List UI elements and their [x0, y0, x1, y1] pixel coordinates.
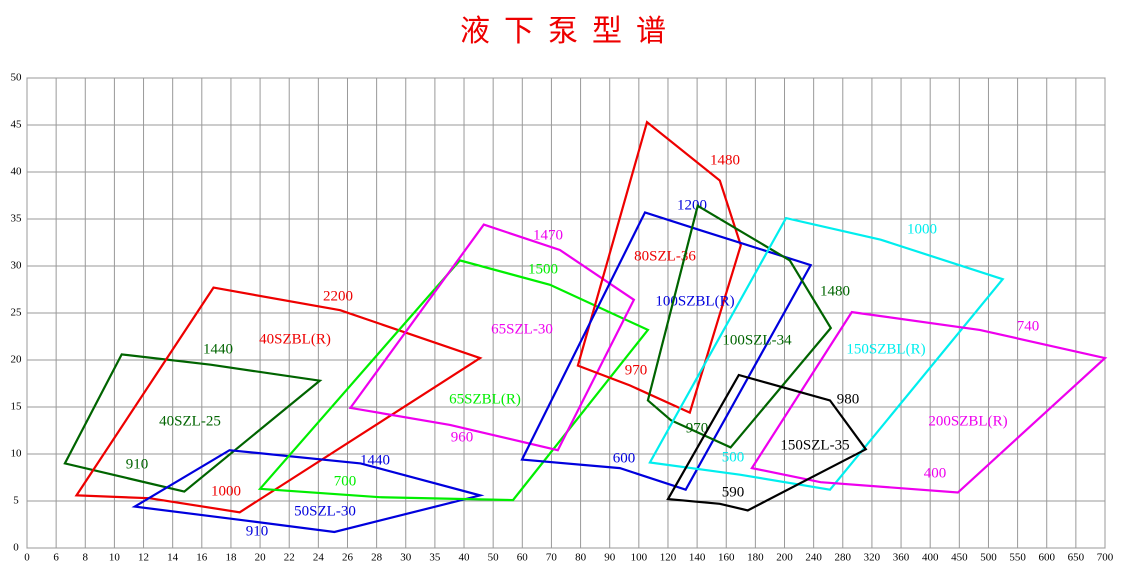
- model-label: 40SZBL(R): [259, 331, 331, 347]
- x-tick-label: 0: [24, 552, 30, 564]
- x-tick-label: 80: [575, 552, 587, 564]
- speed-label: 1500: [528, 261, 558, 277]
- speed-label: 740: [1017, 318, 1040, 334]
- y-tick-label: 35: [11, 213, 23, 225]
- y-tick-label: 0: [13, 542, 19, 554]
- pump-range: [750, 310, 1108, 494]
- x-tick-label: 140: [689, 552, 706, 564]
- pump-range: [348, 223, 636, 452]
- model-label: 80SZL-36: [634, 248, 696, 264]
- speed-label: 970: [686, 420, 709, 436]
- speed-label: 970: [625, 362, 648, 378]
- x-tick-label: 400: [922, 552, 939, 564]
- model-label: 200SZBL(R): [928, 413, 1007, 429]
- model-label: 100SZBL(R): [655, 293, 734, 309]
- x-tick-label: 320: [864, 552, 881, 564]
- speed-label: 1000: [907, 221, 937, 237]
- model-label: 65SZBL(R): [449, 391, 521, 407]
- x-tick-label: 16: [196, 552, 208, 564]
- model-label: 100SZL-34: [722, 332, 792, 348]
- speed-label: 1470: [533, 227, 563, 243]
- pump-range: [63, 353, 323, 493]
- speed-label: 400: [924, 465, 947, 481]
- y-tick-label: 40: [11, 166, 23, 178]
- pump-range: [646, 204, 833, 449]
- x-tick-label: 20: [255, 552, 267, 564]
- speed-label: 960: [451, 429, 474, 445]
- x-tick-label: 160: [718, 552, 735, 564]
- x-tick-label: 120: [660, 552, 677, 564]
- speed-label: 590: [722, 484, 745, 500]
- x-tick-label: 6: [53, 552, 59, 564]
- x-tick-label: 28: [371, 552, 383, 564]
- speed-label: 2200: [323, 288, 353, 304]
- x-tick-label: 450: [951, 552, 968, 564]
- x-tick-label: 14: [167, 552, 179, 564]
- speed-label: 1480: [820, 283, 850, 299]
- y-tick-label: 45: [11, 119, 23, 131]
- y-tick-label: 15: [11, 401, 23, 413]
- speed-label: 500: [722, 449, 745, 465]
- x-tick-label: 200: [776, 552, 793, 564]
- speed-label: 700: [334, 473, 357, 489]
- speed-label: 910: [246, 523, 269, 539]
- x-tick-label: 180: [747, 552, 764, 564]
- speed-label: 1440: [360, 452, 390, 468]
- y-tick-label: 20: [11, 354, 23, 366]
- pump-range: [648, 216, 1005, 491]
- x-tick-label: 100: [631, 552, 648, 564]
- pump-range: [131, 449, 485, 534]
- x-tick-label: 550: [1009, 552, 1026, 564]
- y-tick-label: 10: [11, 448, 23, 460]
- y-tick-label: 25: [11, 307, 23, 319]
- pump-range: [666, 373, 868, 512]
- y-tick-label: 30: [11, 260, 23, 272]
- model-label: 50SZL-30: [294, 503, 356, 519]
- speed-label: 980: [837, 391, 860, 407]
- x-tick-label: 10: [109, 552, 121, 564]
- speed-label: 1000: [211, 483, 241, 499]
- x-tick-label: 280: [835, 552, 852, 564]
- pump-range: [576, 120, 742, 415]
- x-tick-label: 70: [546, 552, 558, 564]
- x-tick-label: 24: [313, 552, 325, 564]
- speed-label: 1440: [203, 341, 233, 357]
- pump-range: [520, 211, 813, 492]
- speed-label: 600: [613, 450, 636, 466]
- x-tick-label: 26: [342, 552, 354, 564]
- x-tick-label: 90: [604, 552, 616, 564]
- x-tick-label: 500: [980, 552, 997, 564]
- x-tick-label: 240: [805, 552, 822, 564]
- speed-label: 1480: [710, 152, 740, 168]
- model-label: 150SZBL(R): [846, 341, 925, 357]
- x-tick-label: 360: [893, 552, 910, 564]
- x-tick-label: 12: [138, 552, 149, 564]
- x-tick-label: 40: [459, 552, 471, 564]
- x-tick-label: 60: [517, 552, 529, 564]
- model-label: 150SZL-35: [780, 437, 849, 453]
- x-tick-label: 650: [1068, 552, 1085, 564]
- x-tick-label: 50: [488, 552, 500, 564]
- chart-title: 液下泵型谱: [460, 15, 680, 48]
- x-tick-label: 700: [1097, 552, 1114, 564]
- speed-label: 910: [126, 456, 149, 472]
- x-tick-label: 30: [400, 552, 412, 564]
- x-tick-label: 35: [429, 552, 441, 564]
- model-label: 40SZL-25: [159, 413, 221, 429]
- x-tick-label: 8: [83, 552, 89, 564]
- x-tick-label: 22: [284, 552, 295, 564]
- speed-label: 1200: [677, 197, 707, 213]
- y-tick-label: 5: [13, 495, 19, 507]
- model-label: 65SZL-30: [491, 321, 553, 337]
- x-tick-label: 600: [1038, 552, 1055, 564]
- y-tick-label: 50: [11, 72, 23, 84]
- x-tick-label: 18: [225, 552, 237, 564]
- pump-range: [257, 259, 650, 502]
